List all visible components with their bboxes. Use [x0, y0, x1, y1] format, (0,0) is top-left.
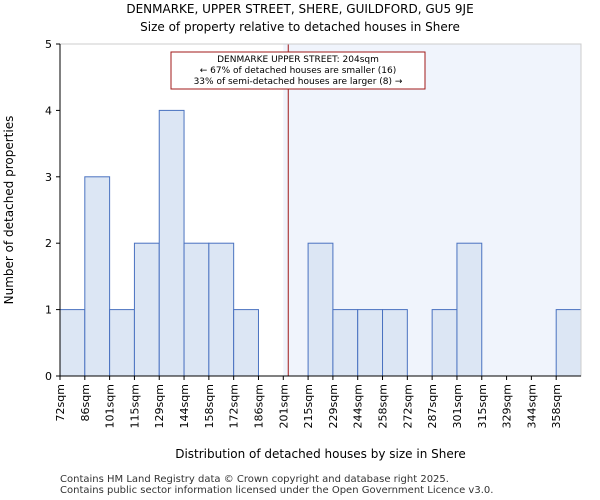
x-tick-label: 229sqm: [327, 384, 340, 428]
x-tick-label: 329sqm: [501, 384, 514, 428]
y-tick-label: 0: [45, 370, 52, 383]
y-tick-label: 3: [45, 171, 52, 184]
y-tick-label: 1: [45, 304, 52, 317]
bar-72sqm: [59, 309, 86, 377]
bar-158sqm: [208, 242, 235, 377]
x-tick-label: 358sqm: [550, 384, 563, 428]
bar-301sqm: [456, 242, 483, 377]
x-tick-label: 244sqm: [352, 384, 365, 428]
bar-258sqm: [382, 309, 408, 377]
x-tick-label: 101sqm: [104, 384, 117, 428]
annotation-line-2: ← 67% of detached houses are smaller (16…: [200, 66, 397, 76]
x-tick-label: 158sqm: [203, 384, 216, 428]
annotation-line-3: 33% of semi-detached houses are larger (…: [194, 77, 403, 87]
x-tick-label: 72sqm: [54, 384, 67, 421]
chart-subtitle: Size of property relative to detached ho…: [140, 20, 460, 34]
x-axis-label: Distribution of detached houses by size …: [175, 447, 466, 461]
x-tick-label: 258sqm: [377, 384, 390, 428]
bar-172sqm: [233, 309, 259, 377]
bar-86sqm: [84, 176, 111, 377]
footer-line-1: Contains HM Land Registry data © Crown c…: [60, 474, 449, 485]
x-tick-label: 215sqm: [302, 384, 315, 428]
annotation-box: DENMARKE UPPER STREET: 204sqm ← 67% of d…: [170, 51, 426, 90]
x-tick-label: 201sqm: [277, 384, 290, 428]
x-tick-label: 86sqm: [79, 384, 92, 421]
x-tick-label: 144sqm: [178, 384, 191, 428]
x-tick-label: 129sqm: [153, 384, 166, 428]
bar-101sqm: [109, 309, 135, 377]
bar-287sqm: [431, 309, 458, 377]
x-tick-label: 186sqm: [252, 384, 265, 428]
x-tick-label: 315sqm: [476, 384, 489, 428]
bar-244sqm: [357, 309, 384, 377]
x-tick-label: 301sqm: [451, 384, 464, 428]
bar-144sqm: [183, 242, 210, 377]
y-tick-label: 5: [45, 38, 52, 51]
bar-215sqm: [307, 242, 334, 377]
bar-358sqm: [555, 309, 582, 377]
bar-129sqm: [158, 109, 185, 377]
x-tick-label: 272sqm: [401, 384, 414, 428]
x-tick-label: 115sqm: [128, 384, 141, 428]
y-axis-label: Number of detached properties: [2, 116, 16, 305]
x-tick-label: 287sqm: [426, 384, 439, 428]
bar-229sqm: [332, 309, 359, 377]
x-tick-label: 344sqm: [525, 384, 538, 428]
x-tick-label: 172sqm: [228, 384, 241, 428]
y-tick-label: 2: [45, 237, 52, 250]
bar-115sqm: [133, 242, 160, 377]
annotation-line-1: DENMARKE UPPER STREET: 204sqm: [217, 55, 379, 65]
chart-title: DENMARKE, UPPER STREET, SHERE, GUILDFORD…: [126, 2, 473, 16]
footer-line-2: Contains public sector information licen…: [60, 485, 493, 496]
y-tick-label: 4: [45, 104, 52, 117]
